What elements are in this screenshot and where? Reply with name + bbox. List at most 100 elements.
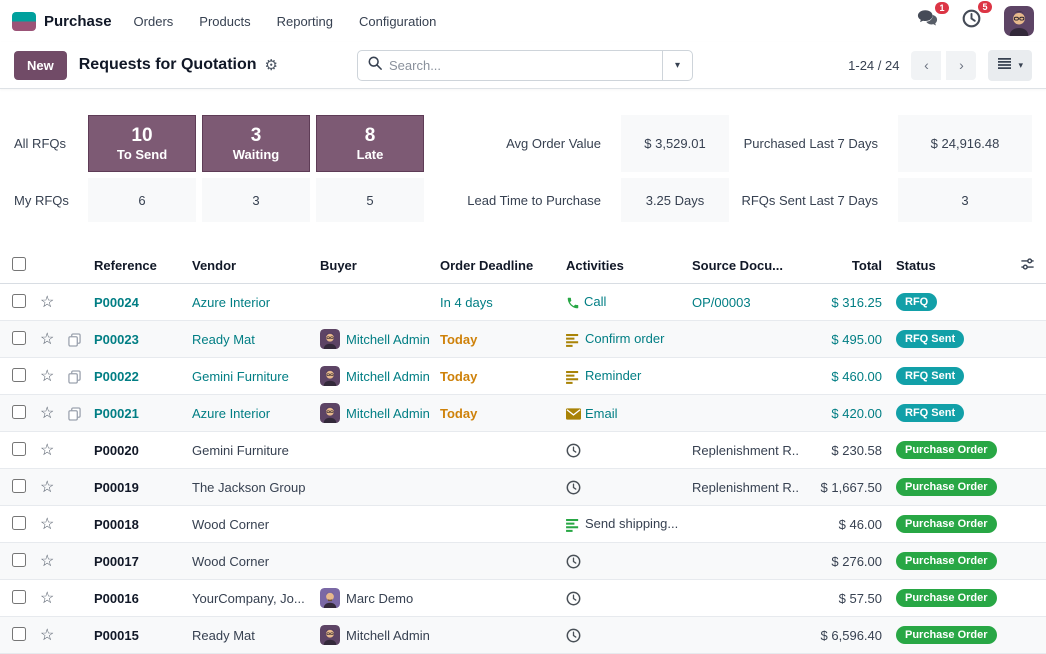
activities-count-badge: 5 [978, 1, 992, 13]
total-amount: $ 57.50 [838, 590, 882, 606]
total-amount: $ 276.00 [831, 553, 882, 569]
table-row[interactable]: ☆ P00023 Ready Mat Mitchell Admin Today Confi… [0, 320, 1046, 358]
col-reference[interactable]: Reference [90, 248, 188, 284]
menu-reporting[interactable]: Reporting [276, 13, 333, 29]
col-activities[interactable]: Activities [562, 248, 688, 284]
favorite-star-icon[interactable]: ☆ [40, 442, 55, 459]
waiting-label: Waiting [232, 146, 280, 162]
menu-products[interactable]: Products [199, 13, 251, 29]
favorite-star-icon[interactable]: ☆ [40, 331, 55, 348]
purchased-7days-label: Purchased Last 7 Days [743, 136, 878, 151]
favorite-star-icon[interactable]: ☆ [40, 405, 55, 422]
search-input[interactable] [389, 57, 662, 73]
top-navbar: Purchase Orders Products Reporting Confi… [0, 0, 1046, 42]
select-all-checkbox[interactable] [12, 257, 26, 271]
activity-clock-icon [566, 442, 581, 458]
vendor-name: Wood Corner [192, 516, 270, 532]
activity-button[interactable]: Confirm order [566, 331, 664, 346]
table-row[interactable]: ☆ P00019 The Jackson Group Replenishment R.… [0, 468, 1046, 506]
favorite-star-icon[interactable]: ☆ [40, 553, 55, 570]
table-row[interactable]: ☆ P00021 Azure Interior Mitchell Admin Today… [0, 394, 1046, 432]
actions-gear-icon[interactable]: ⚙ [264, 57, 278, 74]
activity-button[interactable] [566, 479, 581, 495]
late-label: Late [356, 146, 384, 162]
activity-button[interactable]: Call [566, 294, 606, 309]
user-avatar[interactable] [1004, 6, 1034, 36]
total-amount: $ 46.00 [838, 516, 882, 532]
search-filters-caret-icon[interactable]: ▾ [662, 50, 692, 80]
new-button[interactable]: New [14, 50, 67, 80]
vendor-name: Azure Interior [192, 405, 271, 421]
col-total[interactable]: Total [800, 248, 892, 284]
pager-range: 1-24 / 24 [848, 57, 900, 73]
view-switcher-button[interactable]: ▾ [988, 49, 1032, 81]
menu-configuration[interactable]: Configuration [358, 13, 437, 29]
table-row[interactable]: ☆ P00020 Gemini Furniture Replenishment R..… [0, 431, 1046, 469]
total-amount: $ 420.00 [831, 405, 882, 421]
reference-link: P00019 [94, 479, 139, 495]
row-select-checkbox[interactable] [12, 330, 26, 345]
row-select-checkbox[interactable] [12, 367, 26, 382]
row-select-checkbox[interactable] [12, 515, 26, 530]
rfq-dashboard: All RFQs 10 To Send 3 Waiting 8 Late Avg… [0, 89, 1046, 234]
col-source-document[interactable]: Source Docu... [688, 248, 800, 284]
activity-button[interactable]: Reminder [566, 368, 641, 383]
favorite-star-icon[interactable]: ☆ [40, 294, 55, 311]
app-logo[interactable] [12, 11, 36, 31]
reference-link: P00017 [94, 553, 139, 569]
buyer-avatar [320, 366, 340, 386]
row-select-checkbox[interactable] [12, 552, 26, 567]
row-select-checkbox[interactable] [12, 626, 26, 641]
activities-clock-icon[interactable]: 5 [961, 1, 992, 34]
row-select-checkbox[interactable] [12, 589, 26, 604]
row-select-checkbox[interactable] [12, 293, 26, 308]
kpi-card-waiting[interactable]: 3 Waiting [202, 115, 310, 172]
favorite-star-icon[interactable]: ☆ [40, 368, 55, 385]
col-status[interactable]: Status [892, 248, 1016, 284]
col-order-deadline[interactable]: Order Deadline [436, 248, 562, 284]
row-select-checkbox[interactable] [12, 478, 26, 493]
order-deadline: Today [440, 405, 478, 421]
table-row[interactable]: ☆ P00015 Ready Mat Mitchell Admin $ 6,596.40… [0, 616, 1046, 654]
col-vendor[interactable]: Vendor [188, 248, 316, 284]
table-row[interactable]: ☆ P00024 Azure Interior In 4 days Call OP/000… [0, 283, 1046, 321]
favorite-star-icon[interactable]: ☆ [40, 516, 55, 533]
app-menu-purchase[interactable]: Purchase [44, 12, 112, 30]
kpi-card-to-send[interactable]: 10 To Send [88, 115, 196, 172]
rfq-list-table: Reference Vendor Buyer Order Deadline Ac… [0, 248, 1046, 654]
activity-button[interactable] [566, 553, 581, 569]
reference-link: P00015 [94, 627, 139, 643]
menu-orders[interactable]: Orders [133, 13, 174, 29]
favorite-star-icon[interactable]: ☆ [40, 479, 55, 496]
activity-phone-icon [566, 294, 580, 309]
my-waiting-count[interactable]: 3 [202, 178, 310, 222]
col-buyer[interactable]: Buyer [316, 248, 436, 284]
kpi-card-late[interactable]: 8 Late [316, 115, 424, 172]
activity-button[interactable] [566, 627, 581, 643]
favorite-star-icon[interactable]: ☆ [40, 627, 55, 644]
my-to-send-count[interactable]: 6 [88, 178, 196, 222]
activity-button[interactable]: Email [566, 406, 618, 421]
avg-order-value: $ 3,529.01 [621, 115, 729, 172]
activity-button[interactable] [566, 590, 581, 606]
pager-next-button[interactable]: › [946, 50, 977, 80]
source-document: Replenishment R... [692, 442, 800, 458]
vendor-name: Ready Mat [192, 331, 255, 347]
table-row[interactable]: ☆ P00017 Wood Corner $ 276.00 Purchase Order [0, 542, 1046, 580]
pager-previous-button[interactable]: ‹ [911, 50, 942, 80]
rfqs-sent-7days-value: 3 [898, 178, 1032, 222]
activity-button[interactable] [566, 442, 581, 458]
table-row[interactable]: ☆ P00018 Wood Corner Send shipping... $ 46.0… [0, 505, 1046, 543]
buyer-avatar [320, 403, 340, 423]
row-select-checkbox[interactable] [12, 404, 26, 419]
messages-icon[interactable]: 1 [917, 2, 949, 33]
row-select-checkbox[interactable] [12, 441, 26, 456]
optional-columns-icon[interactable] [1016, 248, 1046, 284]
activity-button[interactable]: Send shipping... [566, 516, 678, 531]
favorite-star-icon[interactable]: ☆ [40, 590, 55, 607]
my-late-count[interactable]: 5 [316, 178, 424, 222]
table-row[interactable]: ☆ P00016 YourCompany, Jo... Marc Demo $ 57.5… [0, 579, 1046, 617]
status-badge: Purchase Order [896, 589, 997, 607]
table-row[interactable]: ☆ P00022 Gemini Furniture Mitchell Admin Tod… [0, 357, 1046, 395]
search-box[interactable]: ▾ [357, 49, 693, 81]
